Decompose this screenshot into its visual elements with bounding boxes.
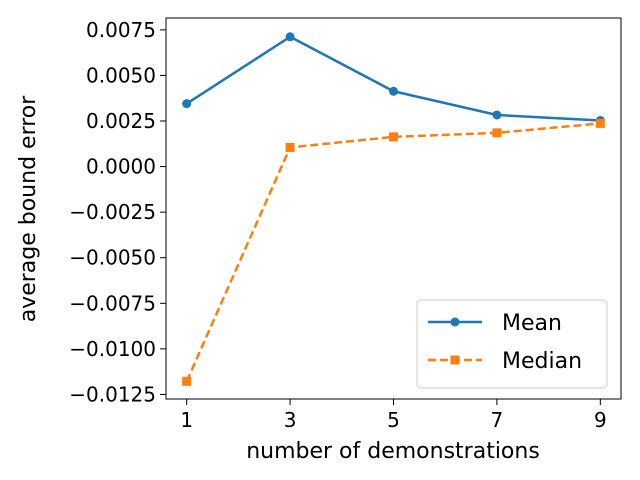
y-axis-ticks: 0.0075 0.0050 0.0025 0.0000 −0.0025 −0.0050 −0…	[69, 18, 166, 406]
median-point	[389, 132, 398, 142]
mean-point	[492, 110, 502, 120]
y-tick-label: −0.0025	[69, 200, 156, 224]
x-axis-label: number of demonstrations	[246, 439, 540, 464]
median-point	[285, 142, 295, 152]
legend-median-marker	[450, 355, 460, 365]
y-tick-label: 0.0075	[86, 18, 156, 42]
x-tick-label: 3	[284, 408, 297, 432]
median-point	[182, 376, 192, 386]
mean-point	[285, 32, 295, 42]
legend-mean-label: Mean	[502, 311, 562, 336]
median-point	[492, 128, 502, 138]
y-tick-label: −0.0125	[69, 382, 156, 406]
legend-median-label: Median	[502, 349, 582, 374]
mean-point	[389, 86, 398, 96]
y-tick-label: 0.0050	[86, 63, 156, 87]
y-tick-label: −0.0050	[69, 246, 156, 270]
y-axis-label: average bound error	[16, 95, 41, 323]
x-tick-label: 5	[387, 408, 400, 432]
series-layer	[182, 32, 605, 386]
legend-mean-marker	[450, 317, 460, 327]
mean-point	[182, 99, 192, 109]
y-tick-label: −0.0100	[69, 337, 156, 361]
y-tick-label: 0.0000	[86, 155, 156, 179]
x-tick-label: 7	[491, 408, 504, 432]
median-series-line	[185, 122, 601, 382]
x-tick-label: 1	[180, 408, 193, 432]
y-tick-label: 0.0025	[86, 109, 156, 133]
median-point	[595, 118, 605, 128]
x-tick-label: 9	[594, 408, 607, 432]
y-tick-label: −0.0075	[69, 291, 156, 315]
legend: Mean Median	[416, 299, 608, 389]
x-axis-ticks: 1 3 5 7 9	[180, 399, 607, 432]
